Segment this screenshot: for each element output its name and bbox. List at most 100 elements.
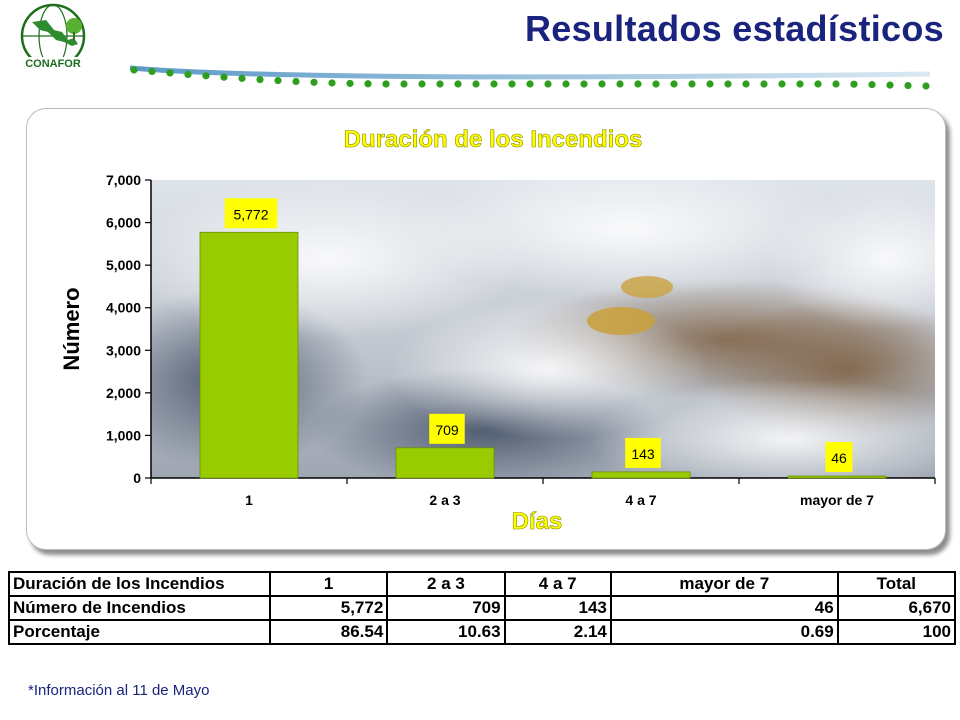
y-tick-label: 4,000 <box>106 300 141 316</box>
footnote: *Información al 11 de Mayo <box>28 682 210 699</box>
bar-1 <box>395 447 495 479</box>
decorative-dot <box>418 80 426 88</box>
table-row: Número de Incendios 5,772 709 143 46 6,6… <box>8 595 957 621</box>
decorative-dot <box>850 80 858 88</box>
x-tick-label: 1 <box>245 492 253 508</box>
table-cell: 2.14 <box>503 619 612 645</box>
decorative-dot <box>256 75 264 84</box>
chart-title: Duración de los Incendios <box>344 126 643 153</box>
decorative-dot <box>634 80 642 88</box>
decorative-dot <box>202 72 210 80</box>
table-cell: Duración de los Incendios <box>8 571 271 597</box>
logo-text: CONAFOR <box>25 58 81 70</box>
decorative-dot <box>490 80 498 88</box>
decorative-dot <box>742 80 750 88</box>
y-tick-label: 3,000 <box>106 342 141 358</box>
decorative-dot <box>652 80 660 88</box>
decorative-dot <box>382 80 390 88</box>
bar-chart: 0 1,000 2,000 3,000 4,000 5,000 6,000 7,000 1 2 … <box>59 126 936 535</box>
table-cell: 0.69 <box>609 619 839 645</box>
y-tick-label: 7,000 <box>106 172 141 188</box>
data-labels: 5,772 709 143 46 <box>224 198 853 473</box>
x-tick-label: 4 a 7 <box>625 492 656 508</box>
helicopter-shapes <box>587 276 673 335</box>
y-tick-label: 6,000 <box>106 215 141 231</box>
table-cell: 5,772 <box>268 595 389 621</box>
decorative-dot <box>184 70 192 79</box>
decorative-dot <box>868 81 876 89</box>
bar-3 <box>787 475 887 479</box>
slide-title: Resultados estadísticos <box>524 8 944 49</box>
y-tick-label: 5,000 <box>106 257 141 273</box>
decorative-dot <box>922 82 930 90</box>
decorative-dot <box>814 80 822 88</box>
bar-2 <box>591 471 691 479</box>
axis-ticks <box>145 179 936 484</box>
decorative-dot <box>580 80 588 88</box>
decorative-dot <box>220 73 228 81</box>
x-tick-labels: 1 2 a 3 4 a 7 mayor de 7 <box>245 492 874 508</box>
conafor-logo: CONAFOR <box>18 3 88 70</box>
decorative-dot <box>310 78 318 86</box>
table-cell: 1 <box>268 571 389 597</box>
decorative-dot <box>904 81 912 90</box>
decorative-dot <box>796 80 804 88</box>
decorative-dot <box>364 80 372 88</box>
y-tick-label: 2,000 <box>106 385 141 401</box>
table-cell: 4 a 7 <box>503 571 612 597</box>
data-label: 5,772 <box>233 206 268 222</box>
decorative-dot <box>436 80 444 88</box>
y-tick-labels: 0 1,000 2,000 3,000 4,000 5,000 6,000 7,000 <box>106 172 141 486</box>
decorative-dot <box>166 69 174 77</box>
table-cell: 46 <box>609 595 839 621</box>
table-header-row: Duración de los Incendios 1 2 a 3 4 a 7 … <box>8 571 957 597</box>
x-tick-label: 2 a 3 <box>429 492 460 508</box>
decorative-dot <box>238 74 246 82</box>
table-cell: 100 <box>836 619 957 645</box>
decorative-dot <box>616 80 624 88</box>
table-cell: 143 <box>503 595 612 621</box>
chart-panel: 0 1,000 2,000 3,000 4,000 5,000 6,000 7,000 1 2 … <box>26 108 946 550</box>
y-tick-label: 1,000 <box>106 427 141 443</box>
decorative-dot <box>292 77 300 86</box>
table-cell: 86.54 <box>268 619 389 645</box>
data-label-box <box>224 198 278 229</box>
table-cell: Número de Incendios <box>8 595 271 621</box>
table-cell: Porcentaje <box>8 619 271 645</box>
data-label: 143 <box>631 446 655 462</box>
data-label-box <box>429 413 465 444</box>
data-label: 709 <box>435 422 459 438</box>
data-table: Duración de los Incendios 1 2 a 3 4 a 7 … <box>8 571 957 645</box>
table-cell: Total <box>836 571 957 597</box>
decorative-dot <box>274 76 282 85</box>
table-cell: 10.63 <box>386 619 506 645</box>
decorative-dot <box>670 80 678 88</box>
bar-0 <box>199 231 299 479</box>
decorative-dot <box>148 67 156 76</box>
decorative-dot <box>598 80 606 88</box>
y-axis-label: Número <box>59 287 84 370</box>
decorative-dot <box>508 80 516 88</box>
data-label: 46 <box>831 450 847 466</box>
decorative-dot <box>886 81 894 89</box>
decorative-dot <box>526 80 534 88</box>
y-tick-label: 0 <box>133 470 141 486</box>
decorative-dot <box>832 80 840 88</box>
decorative-dot <box>130 66 138 74</box>
decorative-dot <box>544 80 552 88</box>
decorative-dot-line <box>129 65 931 90</box>
decorative-dot <box>454 80 462 88</box>
decorative-dot <box>724 80 732 88</box>
table-cell: 2 a 3 <box>386 571 506 597</box>
decorative-dot <box>400 80 408 88</box>
decorative-dot <box>472 80 480 88</box>
data-label-box <box>625 437 661 468</box>
decorative-dot <box>562 80 570 88</box>
table-cell: 709 <box>386 595 506 621</box>
data-label-box <box>825 442 853 473</box>
table-cell: mayor de 7 <box>609 571 839 597</box>
decorative-dot <box>688 80 696 88</box>
x-tick-label: mayor de 7 <box>800 492 874 508</box>
table-row: Porcentaje 86.54 10.63 2.14 0.69 100 <box>8 619 957 645</box>
decorative-dot <box>328 79 336 87</box>
